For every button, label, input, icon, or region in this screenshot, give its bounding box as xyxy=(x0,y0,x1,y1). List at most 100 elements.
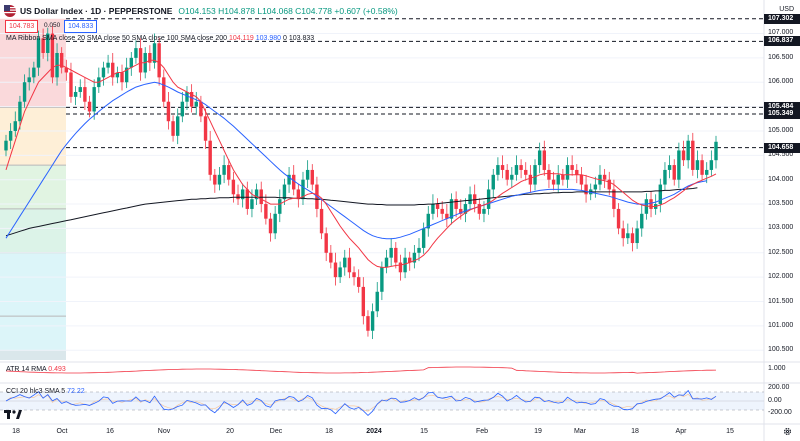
candle-body[interactable] xyxy=(292,174,296,190)
candle-body[interactable] xyxy=(449,199,454,219)
candle-body[interactable] xyxy=(468,194,472,205)
candle-body[interactable] xyxy=(310,169,314,185)
candle-body[interactable] xyxy=(667,165,672,170)
candle-body[interactable] xyxy=(157,43,161,78)
candle-body[interactable] xyxy=(463,204,468,214)
candle-body[interactable] xyxy=(510,174,514,180)
candle-body[interactable] xyxy=(579,174,584,185)
candle-body[interactable] xyxy=(101,67,106,78)
candle-body[interactable] xyxy=(73,91,78,97)
candle-body[interactable] xyxy=(27,77,31,83)
candle-body[interactable] xyxy=(570,165,574,170)
candle-body[interactable] xyxy=(482,208,486,214)
candle-body[interactable] xyxy=(208,140,212,175)
candle-body[interactable] xyxy=(282,184,287,200)
candle-body[interactable] xyxy=(64,67,69,73)
candle-body[interactable] xyxy=(445,213,449,219)
candle-body[interactable] xyxy=(565,165,570,180)
candle-body[interactable] xyxy=(537,150,542,166)
candle-body[interactable] xyxy=(370,311,375,331)
candle-body[interactable] xyxy=(319,208,324,234)
price-level-tag[interactable]: 105.484 xyxy=(764,102,800,113)
candle-body[interactable] xyxy=(477,204,482,214)
candle-body[interactable] xyxy=(227,165,231,180)
candle-body[interactable] xyxy=(111,62,115,78)
candle-body[interactable] xyxy=(528,174,533,185)
candle-body[interactable] xyxy=(240,189,245,200)
candle-body[interactable] xyxy=(287,174,291,185)
cci-line[interactable] xyxy=(5,389,717,416)
candle-body[interactable] xyxy=(254,189,259,200)
candle-body[interactable] xyxy=(593,184,598,190)
candle-body[interactable] xyxy=(584,184,588,195)
candle-body[interactable] xyxy=(134,48,138,58)
candle-body[interactable] xyxy=(435,204,440,209)
candle-body[interactable] xyxy=(421,228,426,248)
candle-body[interactable] xyxy=(398,262,403,273)
symbol-title[interactable]: US Dollar Index · 1D · PEPPERSTONE xyxy=(20,6,173,16)
candle-body[interactable] xyxy=(22,82,27,102)
candle-body[interactable] xyxy=(514,165,519,175)
candle-body[interactable] xyxy=(46,33,50,53)
candle-body[interactable] xyxy=(519,165,523,170)
ma20-line[interactable] xyxy=(5,59,717,268)
candle-body[interactable] xyxy=(171,121,175,136)
candle-body[interactable] xyxy=(621,228,625,239)
candle-body[interactable] xyxy=(50,33,55,78)
candle-body[interactable] xyxy=(500,165,505,170)
candle-body[interactable] xyxy=(203,116,208,141)
candle-body[interactable] xyxy=(338,267,342,278)
candle-body[interactable] xyxy=(626,233,630,239)
price-level-tag[interactable]: 106.837 xyxy=(764,36,800,47)
candle-body[interactable] xyxy=(166,101,171,122)
candle-body[interactable] xyxy=(542,150,547,170)
candle-body[interactable] xyxy=(375,291,379,312)
gear-icon[interactable] xyxy=(783,427,792,436)
candle-body[interactable] xyxy=(41,38,45,53)
candle-body[interactable] xyxy=(194,101,198,107)
candle-body[interactable] xyxy=(686,140,690,161)
candle-body[interactable] xyxy=(8,130,13,141)
candle-body[interactable] xyxy=(129,57,133,68)
candle-body[interactable] xyxy=(459,208,463,214)
candle-body[interactable] xyxy=(356,277,361,287)
candle-body[interactable] xyxy=(556,174,560,185)
candle-body[interactable] xyxy=(486,189,491,209)
candle-body[interactable] xyxy=(343,257,347,268)
atr-line[interactable] xyxy=(5,366,717,374)
candle-body[interactable] xyxy=(115,72,120,78)
candle-body[interactable] xyxy=(162,77,166,102)
candle-body[interactable] xyxy=(18,101,22,122)
candle-body[interactable] xyxy=(454,199,458,209)
candle-body[interactable] xyxy=(268,218,273,234)
candle-body[interactable] xyxy=(575,169,579,175)
candle-body[interactable] xyxy=(106,62,110,68)
candle-body[interactable] xyxy=(663,169,667,185)
candle-body[interactable] xyxy=(384,257,389,268)
price-level-tag[interactable]: 105.349 xyxy=(764,108,800,119)
candle-body[interactable] xyxy=(426,213,430,229)
candle-body[interactable] xyxy=(714,141,718,161)
candle-body[interactable] xyxy=(472,194,477,205)
candle-body[interactable] xyxy=(78,87,82,92)
candle-body[interactable] xyxy=(705,169,709,175)
candle-body[interactable] xyxy=(403,257,407,273)
candle-body[interactable] xyxy=(491,174,495,190)
candle-body[interactable] xyxy=(333,262,338,278)
candle-body[interactable] xyxy=(607,179,611,190)
candle-body[interactable] xyxy=(59,52,64,68)
candle-body[interactable] xyxy=(329,252,333,263)
candle-body[interactable] xyxy=(138,48,143,73)
candle-body[interactable] xyxy=(296,189,301,200)
candle-body[interactable] xyxy=(695,160,700,170)
candle-body[interactable] xyxy=(347,257,352,273)
candle-body[interactable] xyxy=(533,165,537,185)
candle-body[interactable] xyxy=(412,252,417,263)
candle-body[interactable] xyxy=(124,67,129,83)
candle-body[interactable] xyxy=(148,52,152,63)
ma50-line[interactable] xyxy=(5,81,707,240)
candle-body[interactable] xyxy=(199,101,203,117)
candle-body[interactable] xyxy=(36,38,41,68)
candle-body[interactable] xyxy=(361,286,366,317)
